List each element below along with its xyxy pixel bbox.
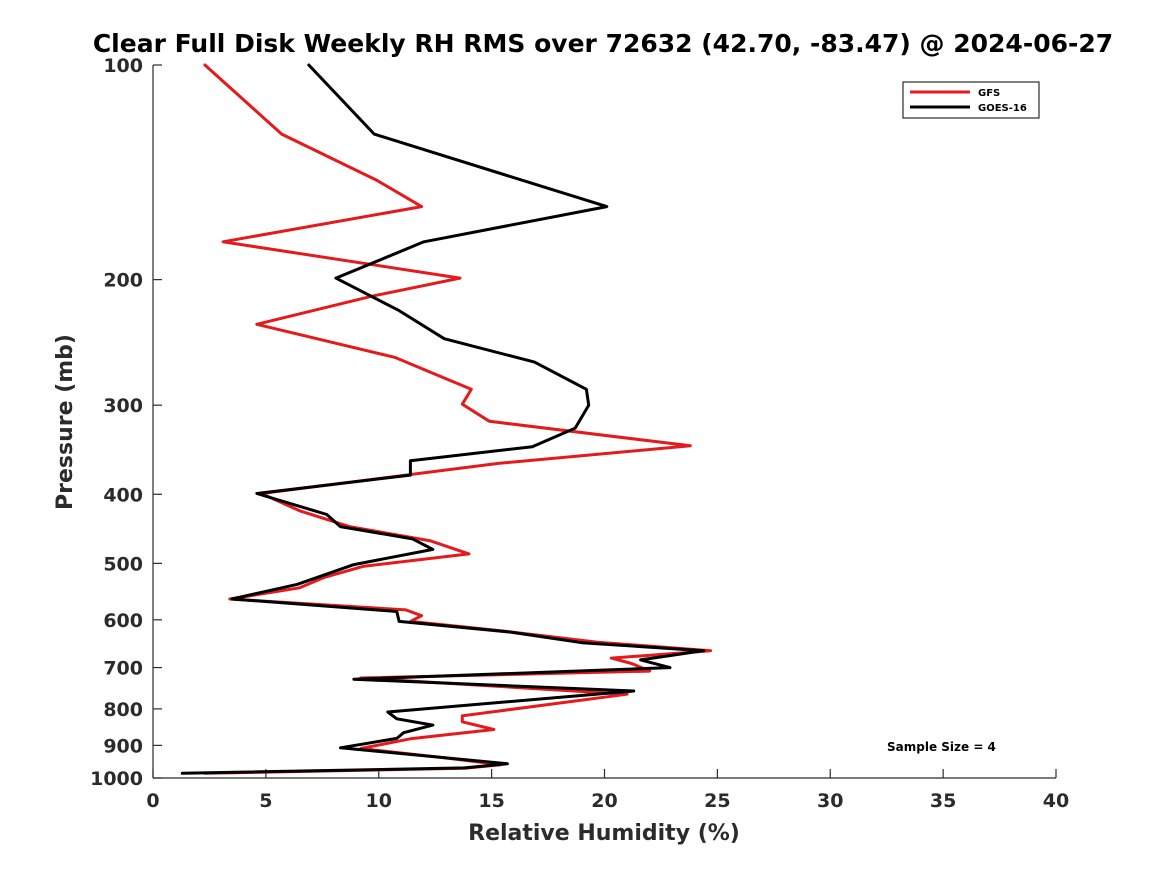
y-tick-label: 500 (103, 553, 143, 575)
y-axis-label: Pressure (mb) (53, 334, 78, 510)
y-tick-label: 600 (103, 610, 143, 632)
y-tick-label: 800 (103, 699, 143, 721)
legend-box (902, 81, 1040, 119)
series-line-gfs (203, 63, 713, 775)
chart-title: Clear Full Disk Weekly RH RMS over 72632… (93, 29, 1113, 58)
x-axis-label: Relative Humidity (%) (468, 821, 740, 846)
y-tick-label: 100 (103, 55, 143, 77)
x-tick-label: 0 (146, 790, 159, 812)
x-tick-label: 30 (817, 790, 843, 812)
series-group (180, 63, 713, 775)
legend: GFS GOES-16 (902, 81, 1040, 119)
y-tick-label: 400 (103, 484, 143, 506)
x-tick-label: 5 (259, 790, 272, 812)
x-tick-label: 35 (930, 790, 956, 812)
y-tick-label: 200 (103, 270, 143, 292)
series-line-goes-16 (180, 63, 706, 775)
y-tick-label: 1000 (90, 768, 143, 790)
legend-label-gfs: GFS (978, 88, 1000, 99)
y-tick-label: 700 (103, 658, 143, 680)
x-ticks: 0 5 10 15 20 25 30 35 40 (146, 769, 1069, 812)
x-tick-label: 15 (478, 790, 504, 812)
y-tick-label: 300 (103, 395, 143, 417)
x-tick-label: 40 (1043, 790, 1069, 812)
x-tick-label: 25 (704, 790, 730, 812)
y-ticks: 100 200 300 400 500 600 700 800 900 1000 (90, 55, 162, 790)
sample-size-annotation: Sample Size = 4 (887, 740, 996, 754)
legend-label-goes16: GOES-16 (978, 103, 1027, 114)
y-tick-label: 900 (103, 735, 143, 757)
x-tick-label: 20 (591, 790, 617, 812)
x-tick-label: 10 (366, 790, 392, 812)
